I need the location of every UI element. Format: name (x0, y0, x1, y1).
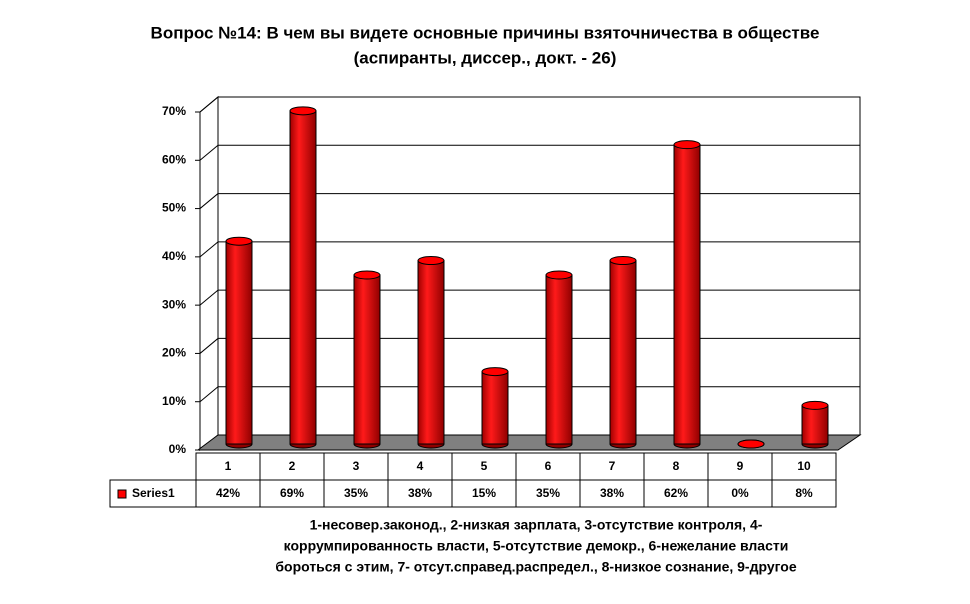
x-tick-label: 3 (353, 459, 360, 473)
legend-label: Series1 (132, 486, 175, 500)
bar-cap (737, 439, 765, 449)
legend-swatch (117, 489, 127, 499)
x-tick-label: 5 (481, 459, 488, 473)
data-label: 62% (664, 486, 688, 500)
bar-cap (417, 256, 445, 266)
y-tick-label: 30% (162, 297, 186, 311)
y-tick-label: 50% (162, 201, 186, 215)
data-label: 35% (344, 486, 368, 500)
bar-cap (801, 400, 829, 410)
bar (801, 404, 829, 445)
y-tick-label: 10% (162, 394, 186, 408)
bar-cap (481, 367, 509, 377)
bar-cap (609, 256, 637, 266)
grid-depth (199, 289, 219, 306)
table-cell (771, 452, 837, 481)
x-tick-label: 8 (673, 459, 680, 473)
bar (609, 260, 637, 445)
note: коррумпированность власти, 5-отсутствие … (284, 538, 789, 554)
x-tick-label: 10 (797, 459, 811, 473)
bar-cap (353, 270, 381, 280)
data-label: 38% (600, 486, 624, 500)
y-tick-label: 70% (162, 104, 186, 118)
grid-depth (199, 386, 219, 403)
bar (545, 274, 573, 445)
grid-depth (199, 241, 219, 258)
x-tick-label: 4 (417, 459, 424, 473)
data-label: 15% (472, 486, 496, 500)
data-label: 42% (216, 486, 240, 500)
data-label: 69% (280, 486, 304, 500)
x-tick-label: 9 (737, 459, 744, 473)
data-label: 38% (408, 486, 432, 500)
bar-cap (225, 236, 253, 246)
y-tick-label: 0% (169, 442, 187, 456)
bar-cap (289, 106, 317, 116)
chart-subtitle: (аспиранты, диссер., докт. - 26) (354, 48, 617, 67)
bar-cap (545, 270, 573, 280)
grid-depth (199, 144, 219, 161)
y-tick-label: 40% (162, 249, 186, 263)
x-tick-label: 7 (609, 459, 616, 473)
grid-depth (199, 193, 219, 209)
bar (481, 371, 509, 445)
bar (417, 260, 445, 445)
data-label: 8% (795, 486, 813, 500)
chart-title: Вопрос №14: В чем вы видете основные при… (151, 23, 820, 42)
data-label: 35% (536, 486, 560, 500)
side-wall (199, 95, 219, 452)
x-tick-label: 1 (225, 459, 232, 473)
grid-depth (199, 96, 219, 113)
bar (673, 144, 701, 445)
bar (353, 274, 381, 445)
note: бороться с этим, 7- отсут.справед.распре… (275, 559, 796, 575)
x-tick-label: 2 (289, 459, 296, 473)
y-tick-label: 20% (162, 346, 186, 360)
data-label: 0% (731, 486, 749, 500)
bar-cap (673, 140, 701, 150)
note: 1-несовер.законод., 2-низкая зарплата, 3… (310, 517, 763, 533)
grid-depth (199, 338, 219, 354)
bar (289, 110, 317, 445)
x-tick-label: 6 (545, 459, 552, 473)
y-tick-label: 60% (162, 152, 186, 166)
bar (225, 240, 253, 445)
